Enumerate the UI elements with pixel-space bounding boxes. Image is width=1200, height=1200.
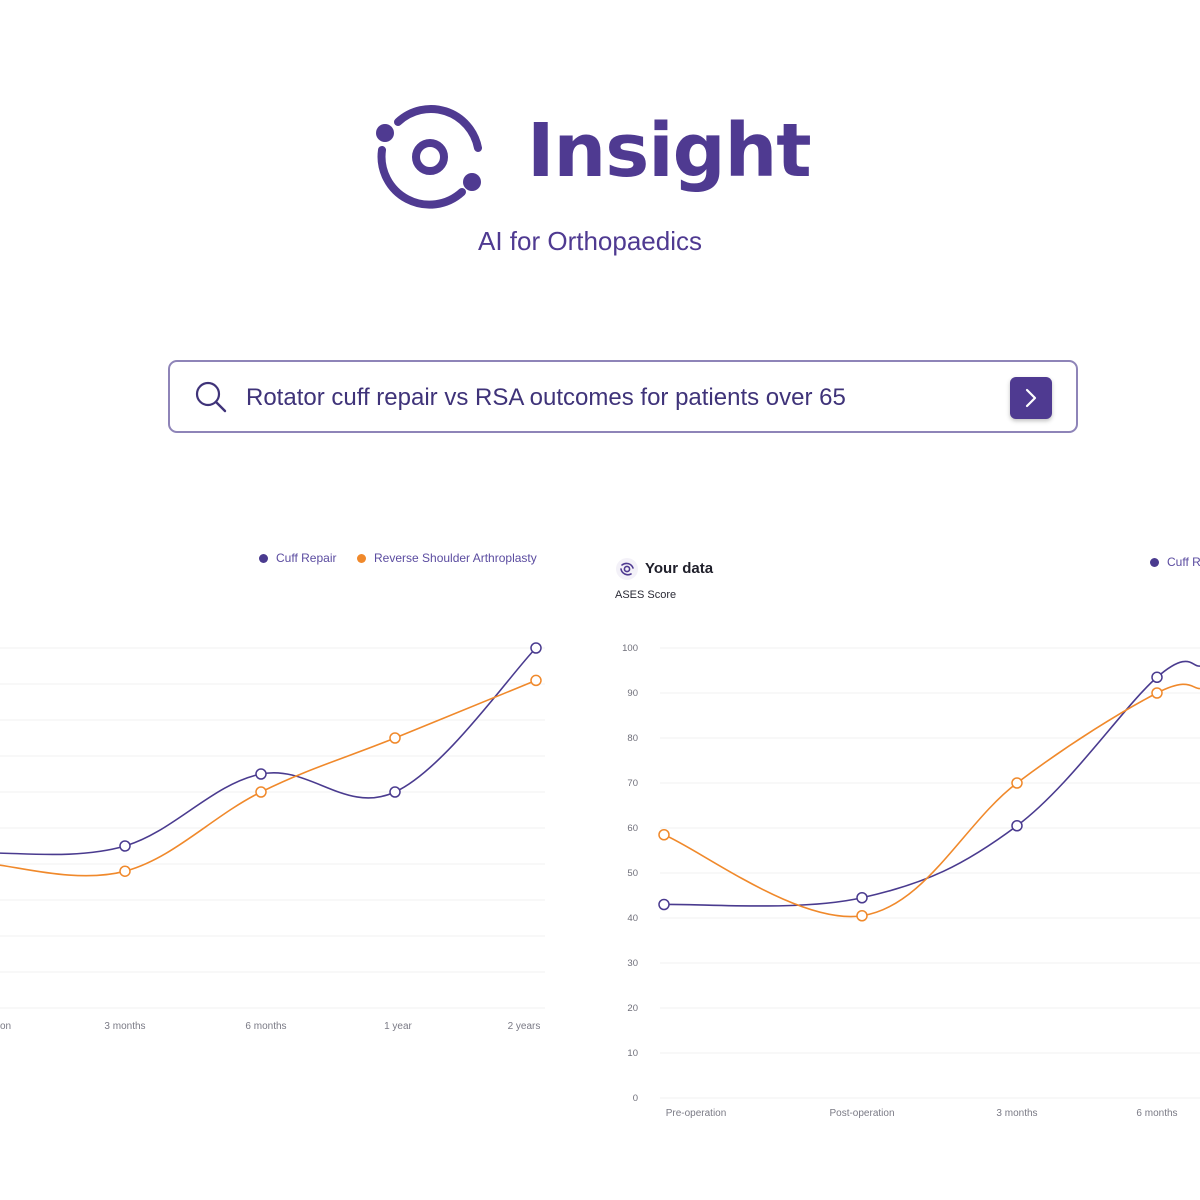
x-tick-label: Pre-operation — [666, 1108, 727, 1119]
data-point — [1011, 820, 1023, 832]
y-tick-label: 100 — [622, 643, 638, 654]
your-data-title: Your data — [645, 560, 714, 577]
brand-name: Insight — [527, 108, 812, 194]
data-point — [658, 829, 670, 841]
series-line — [0, 647, 537, 856]
data-point — [1011, 777, 1023, 789]
series-line — [663, 660, 1200, 907]
data-point — [119, 840, 131, 852]
x-tick-label: 6 months — [1136, 1108, 1177, 1119]
data-point — [389, 786, 401, 798]
legend-label-cuff-repair: Cuff Repair — [276, 551, 337, 565]
x-tick-label: Post-operation — [829, 1108, 894, 1119]
x-tick-label: 6 months — [245, 1021, 286, 1032]
data-point — [658, 898, 670, 911]
data-point — [1151, 687, 1163, 699]
legend-label-cuff-repair-right: Cuff R — [1167, 555, 1200, 569]
ases-score-label: ASES Score — [615, 589, 677, 601]
series-line — [0, 679, 537, 877]
your-data-icon — [616, 558, 638, 580]
data-point — [389, 732, 401, 744]
y-tick-label: 80 — [627, 733, 638, 744]
y-tick-label: 20 — [627, 1003, 638, 1014]
x-tick-label: 2 years — [508, 1021, 541, 1032]
brand-tagline: AI for Orthopaedics — [478, 226, 702, 256]
y-tick-label: 90 — [627, 688, 638, 699]
y-tick-label: 60 — [627, 823, 638, 834]
y-tick-label: 40 — [627, 913, 638, 924]
legend-rsa: Reverse Shoulder Arthroplasty — [357, 551, 537, 565]
data-point — [856, 892, 868, 904]
data-point — [255, 786, 267, 798]
data-point — [530, 642, 542, 654]
y-tick-label: 30 — [627, 958, 638, 969]
y-tick-label: 70 — [627, 778, 638, 789]
data-point — [119, 865, 131, 877]
legend-cuff-repair: Cuff Repair — [259, 551, 336, 565]
insight-logo-icon — [376, 105, 482, 209]
legend-dot-cuff-repair-right — [1150, 557, 1159, 567]
legend-cuff-repair-right: Cuff R — [1150, 555, 1200, 569]
left-outcome-chart: on 3 months 6 months 1 year 2 years — [0, 642, 545, 1032]
legend-dot-rsa — [357, 553, 366, 563]
x-tick-label: 1 year — [384, 1021, 412, 1032]
data-point — [530, 674, 542, 687]
data-point — [255, 768, 267, 780]
y-tick-label: 10 — [627, 1048, 638, 1059]
search-icon — [195, 381, 227, 413]
search-submit-button[interactable] — [1010, 377, 1052, 419]
series-line — [663, 683, 1200, 918]
x-tick-label: 3 months — [996, 1108, 1037, 1119]
legend-label-rsa: Reverse Shoulder Arthroplasty — [374, 551, 537, 565]
y-tick-label: 50 — [627, 868, 638, 879]
chevron-right-icon — [1025, 388, 1037, 408]
data-point — [856, 910, 868, 922]
search-bar[interactable]: Rotator cuff repair vs RSA outcomes for … — [168, 360, 1078, 433]
data-point — [1151, 671, 1163, 683]
x-tick-label: on — [0, 1021, 11, 1032]
search-input[interactable]: Rotator cuff repair vs RSA outcomes for … — [246, 384, 846, 411]
x-tick-label: 3 months — [104, 1021, 145, 1032]
legend-dot-cuff-repair — [259, 553, 268, 563]
y-tick-label: 0 — [633, 1093, 638, 1104]
